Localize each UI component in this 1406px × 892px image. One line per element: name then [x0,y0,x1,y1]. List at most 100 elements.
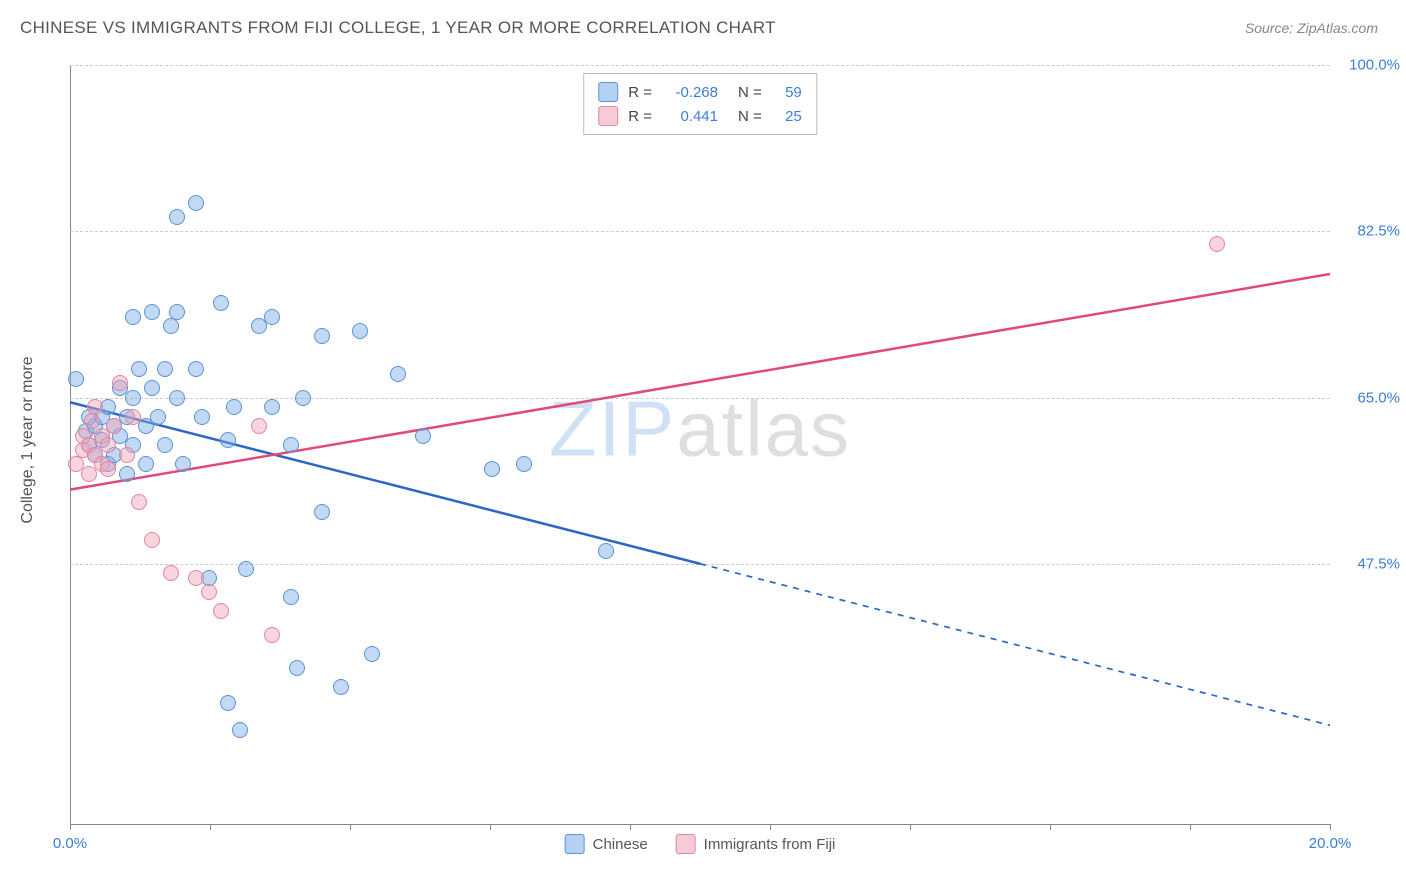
y-axis-title: College, 1 year or more [19,356,37,523]
scatter-point [390,366,406,382]
y-tick-label: 65.0% [1340,389,1400,406]
scatter-point [157,437,173,453]
scatter-point [119,466,135,482]
scatter-point [100,437,116,453]
scatter-point [516,456,532,472]
r-label: R = [628,84,652,101]
scatter-point [169,390,185,406]
scatter-point [352,323,368,339]
scatter-point [106,418,122,434]
scatter-point [226,399,242,415]
scatter-point [251,418,267,434]
scatter-point [131,361,147,377]
scatter-point [100,461,116,477]
chart-container: College, 1 year or more ZIPatlas R =-0.2… [50,55,1330,825]
legend-swatch [598,106,618,126]
trend-lines [70,65,1330,825]
series-legend-label: Chinese [593,836,648,853]
n-label: N = [738,84,762,101]
scatter-point [125,409,141,425]
scatter-point [232,722,248,738]
scatter-point [169,304,185,320]
stats-legend-row: R = -0.268 N = 59 [598,80,802,104]
scatter-point [364,646,380,662]
r-value: 0.441 [662,108,718,125]
scatter-point [144,532,160,548]
scatter-point [264,627,280,643]
scatter-point [112,375,128,391]
x-tick [490,824,491,830]
stats-legend: R =-0.268N =59R =0.441N =25 [583,73,817,135]
scatter-point [264,399,280,415]
scatter-point [125,390,141,406]
scatter-point [68,371,84,387]
n-value: 59 [772,84,802,101]
source-label: Source: ZipAtlas.com [1245,20,1378,36]
scatter-point [188,570,204,586]
scatter-point [163,565,179,581]
scatter-point [598,543,614,559]
x-tick [1190,824,1191,830]
scatter-point [314,504,330,520]
scatter-point [150,409,166,425]
chart-title: CHINESE VS IMMIGRANTS FROM FIJI COLLEGE,… [20,18,776,38]
scatter-point [157,361,173,377]
scatter-point [188,195,204,211]
scatter-point [163,318,179,334]
scatter-point [220,432,236,448]
x-tick [350,824,351,830]
scatter-point [125,309,141,325]
x-tick-label: 0.0% [53,835,87,852]
x-tick [1050,824,1051,830]
scatter-point [144,304,160,320]
scatter-point [188,361,204,377]
legend-swatch [565,834,585,854]
scatter-point [289,660,305,676]
scatter-point [264,309,280,325]
scatter-point [84,413,100,429]
scatter-point [144,380,160,396]
plot-area: ZIPatlas R =-0.268N =59R =0.441N =25 Chi… [70,65,1330,825]
series-legend-item: Chinese [565,834,648,854]
x-tick [910,824,911,830]
x-tick [1330,824,1331,830]
gridline [70,231,1330,232]
x-tick [210,824,211,830]
series-legend-label: Immigrants from Fiji [704,836,836,853]
scatter-point [213,295,229,311]
scatter-point [484,461,500,477]
scatter-point [131,494,147,510]
scatter-point [283,589,299,605]
r-value: -0.268 [662,84,718,101]
n-value: 25 [772,108,802,125]
scatter-point [295,390,311,406]
scatter-point [314,328,330,344]
scatter-point [1209,236,1225,252]
gridline [70,398,1330,399]
scatter-point [201,584,217,600]
gridline [70,65,1330,66]
scatter-point [238,561,254,577]
scatter-point [169,209,185,225]
legend-swatch [676,834,696,854]
y-axis-line [70,65,71,824]
scatter-point [175,456,191,472]
y-tick-label: 100.0% [1340,57,1400,74]
series-legend: Chinese Immigrants from Fiji [565,834,836,854]
scatter-point [138,456,154,472]
series-legend-item: Immigrants from Fiji [676,834,836,854]
r-label: R = [628,108,652,125]
scatter-point [87,399,103,415]
scatter-point [119,447,135,463]
x-tick [770,824,771,830]
scatter-point [213,603,229,619]
gridline [70,564,1330,565]
scatter-point [333,679,349,695]
legend-swatch [598,82,618,102]
y-tick-label: 82.5% [1340,223,1400,240]
scatter-point [220,695,236,711]
y-tick-label: 47.5% [1340,555,1400,572]
x-tick [630,824,631,830]
scatter-point [194,409,210,425]
x-tick [70,824,71,830]
